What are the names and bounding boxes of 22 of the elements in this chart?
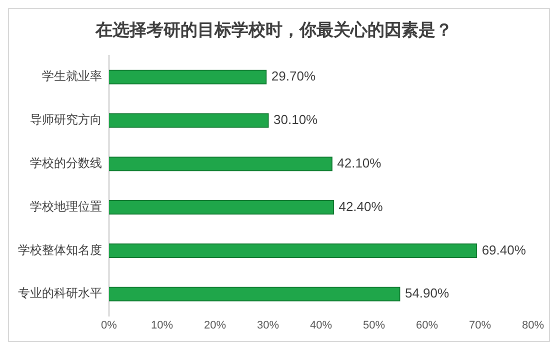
data-label: 54.90% — [404, 286, 450, 301]
y-tick-label: 学校的分数线 — [30, 156, 102, 170]
y-tick-label: 学校地理位置 — [30, 199, 102, 214]
y-tick-label: 导师研究方向 — [30, 112, 102, 127]
y-tick-label: 学校整体知名度 — [18, 242, 102, 257]
x-tick-label: 80% — [522, 319, 544, 332]
data-label: 29.70% — [271, 68, 316, 84]
data-label: 42.40% — [338, 198, 384, 214]
x-tick-label: 20% — [204, 319, 226, 332]
x-tick-label: 40% — [310, 319, 332, 332]
data-label: 30.10% — [274, 112, 318, 128]
data-label: 69.40% — [482, 242, 526, 258]
x-tick-label: 50% — [362, 319, 386, 332]
y-tick-label: 学生就业率 — [42, 69, 102, 84]
chart-title: 在选择考研的目标学校时，你最关心的因素是？ — [94, 20, 452, 41]
x-tick-label: 60% — [416, 319, 438, 332]
x-tick-label: 0% — [101, 319, 118, 332]
y-tick-label: 专业的科研水平 — [18, 286, 102, 300]
x-tick-label: 10% — [150, 319, 174, 332]
x-tick-label: 70% — [468, 319, 492, 332]
data-label: 42.10% — [337, 155, 382, 170]
x-tick-label: 30% — [256, 319, 280, 332]
